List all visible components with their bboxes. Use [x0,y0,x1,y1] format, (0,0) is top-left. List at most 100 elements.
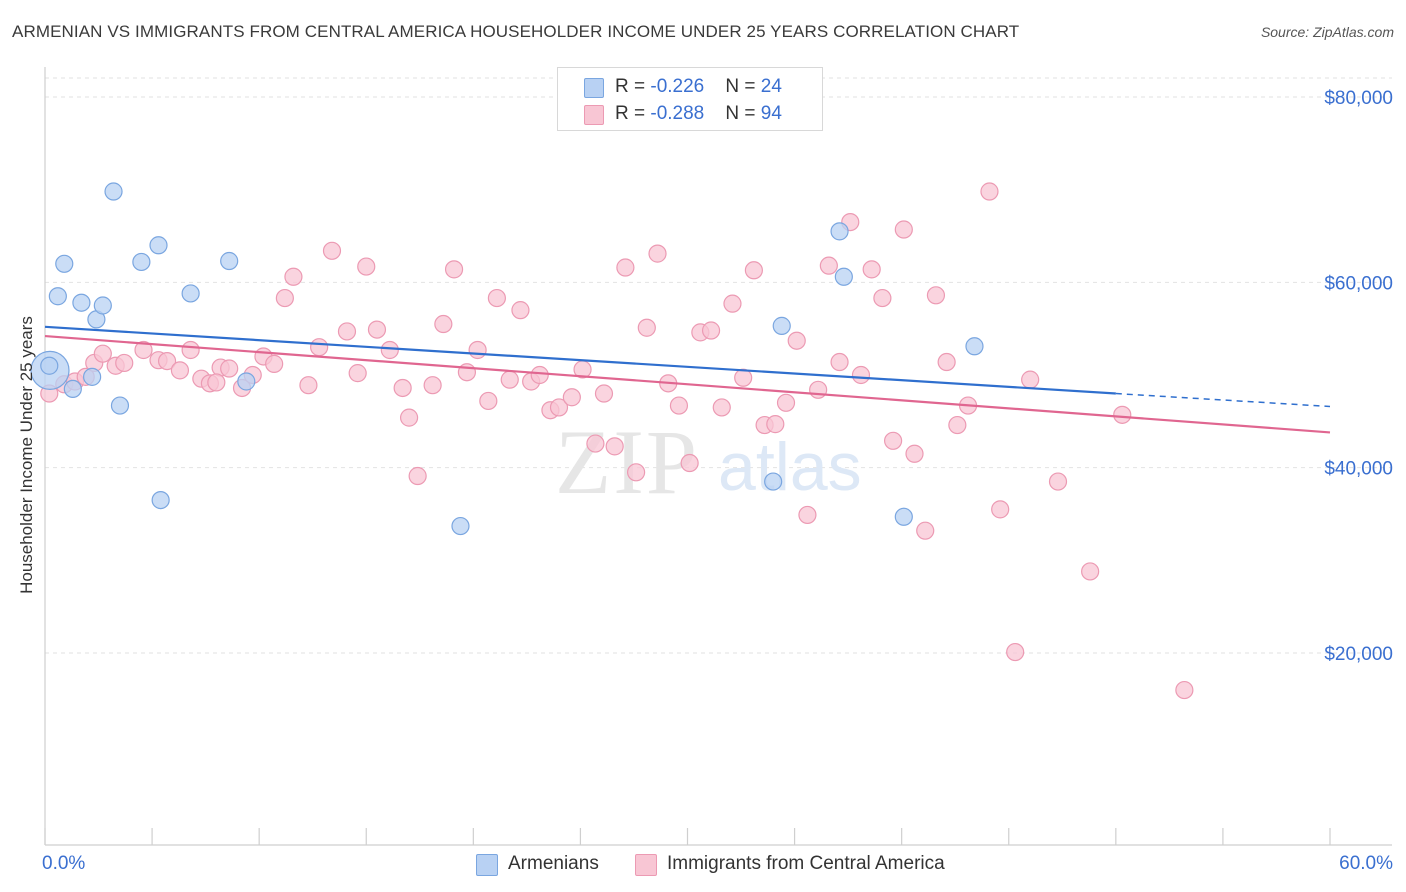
central-america-point [487,288,506,308]
central-america-point [680,453,699,473]
central-america-point [207,373,226,392]
central-america-point [562,388,581,407]
central-america-point [134,340,153,360]
central-america-point [1081,562,1100,581]
central-america-point [93,344,112,363]
central-america-point [926,286,946,305]
armenians-point [132,252,151,272]
trend-line-central-america [44,334,1331,434]
central-america-point [500,370,519,389]
armenians-point [965,337,984,356]
central-america-point [408,466,427,486]
central-america-point [637,318,656,337]
armenians-point [772,316,791,335]
series-central-america-points [40,182,1194,700]
legend-stats-armenians: R = -0.226 N = 24 [615,76,782,97]
armenians-point [894,507,913,526]
armenians-point [149,236,168,255]
central-america-point [310,338,329,357]
central-america-point [873,288,892,308]
trend-line-armenians-extension [1115,392,1331,408]
y-tick-label: $80,000 [1324,88,1393,109]
central-america-point [530,365,549,385]
central-america-point [734,368,753,387]
series-armenians-points [30,182,984,536]
x-tick-label-min: 0.0% [42,853,85,874]
armenians-point [181,284,200,303]
central-america-point [299,376,318,395]
armenians-point [237,372,256,391]
armenians-point [93,296,112,315]
central-america-point [1021,370,1040,389]
central-america-point [701,321,721,340]
central-america-point [380,340,399,360]
y-tick-label: $20,000 [1324,644,1393,665]
source-note: Source: ZipAtlas.com [1260,24,1394,40]
central-america-point [776,393,796,412]
central-america-point [586,434,605,453]
bottom-legend-swatch-armenians [476,854,498,876]
central-america-point [851,365,871,385]
armenians-point [40,356,59,375]
central-america-point [809,380,828,399]
central-america-point [787,331,806,350]
bottom-legend-swatch-central-america [635,854,657,876]
legend-swatch-armenians [584,78,604,98]
watermark-zip: ZIP [555,411,699,513]
correlation-legend: R = -0.226 N = 24 R = -0.288 N = 94 [557,67,823,131]
watermark: ZIP atlas [555,411,862,513]
armenians-point [83,367,102,386]
armenians-point [451,516,470,536]
legend-stats-central-america: R = -0.288 N = 94 [615,103,782,124]
central-america-point [220,359,239,378]
central-america-point [894,220,913,239]
central-america-point [337,322,357,341]
trend-lines [44,325,1331,434]
central-america-point [367,320,387,339]
central-america-point [322,241,342,260]
armenians-point [830,222,849,241]
central-america-point [594,384,614,403]
central-america-point [348,364,367,383]
central-america-point [393,378,412,398]
central-america-point [905,444,924,463]
central-america-point [1113,405,1132,424]
central-america-point [181,340,200,360]
watermark-atlas: atlas [718,429,862,505]
central-america-point [723,294,742,313]
central-america-point [712,398,731,417]
central-america-point [616,258,635,277]
central-america-point [937,352,956,372]
y-axis-title: Householder Income Under 25 years [17,316,36,594]
armenians-point [72,293,91,312]
central-america-point [115,353,134,373]
central-america-point [157,352,177,371]
central-america-point [170,361,190,380]
trend-line-armenians [44,325,1116,395]
central-america-point [916,521,935,540]
central-america-point [399,408,419,427]
central-america-point [284,267,303,286]
x-tick-label-max: 60.0% [1339,853,1393,874]
tick-labels: $20,000 $40,000 $60,000 $80,000 0.0% 60.0% [42,88,1393,874]
armenians-point [63,379,82,398]
armenians-point [55,254,74,273]
central-america-point [1175,680,1194,700]
central-america-point [819,256,838,275]
grid-lines [45,77,1392,654]
y-tick-label: $40,000 [1324,459,1393,480]
central-america-point [423,376,442,395]
bottom-legend-label-armenians: Armenians [508,853,599,874]
y-tick-label: $60,000 [1324,273,1393,294]
central-america-point [434,314,453,334]
central-america-point [357,257,376,276]
central-america-point [1006,642,1025,662]
central-america-point [468,340,487,360]
armenians-point [220,251,239,271]
central-america-point [669,396,689,415]
central-america-point [511,301,530,320]
central-america-point [626,463,646,482]
central-america-point [648,244,667,263]
central-america-point [265,354,284,373]
